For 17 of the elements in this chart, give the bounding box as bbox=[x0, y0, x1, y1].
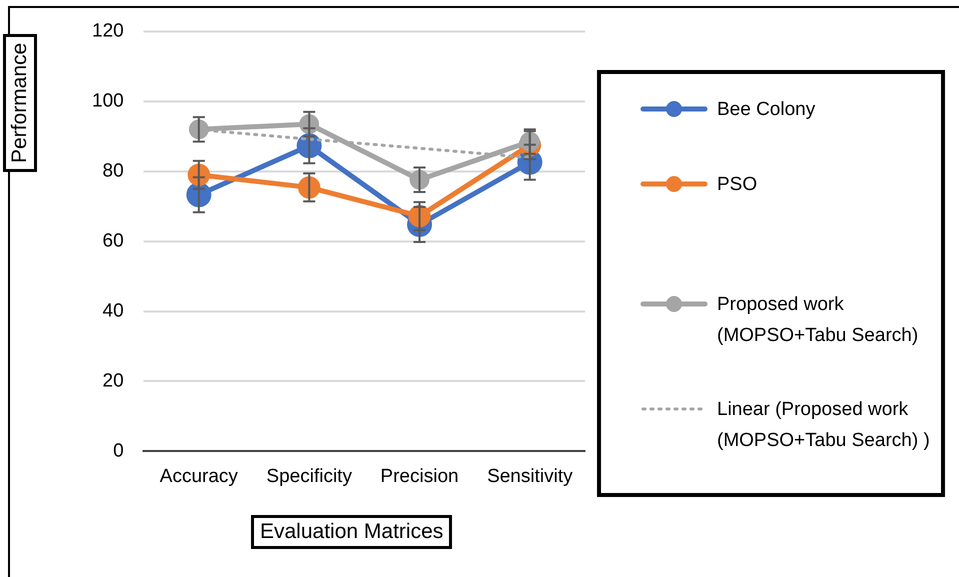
y-tick-label: 60 bbox=[102, 230, 124, 252]
x-tick-label: Sensitivity bbox=[487, 466, 574, 487]
y-tick-label: 0 bbox=[113, 440, 124, 462]
y-tick-label: 100 bbox=[92, 90, 124, 112]
y-axis-title: Performance bbox=[3, 34, 37, 172]
x-tick-label: Precision bbox=[380, 466, 459, 487]
legend-label: Proposed work (MOPSO+Tabu Search) bbox=[717, 293, 920, 348]
y-tick-label: 120 bbox=[92, 20, 124, 42]
legend-label: Linear (Proposed work (MOPSO+Tabu Search) ) bbox=[717, 398, 931, 453]
y-tick-label: 20 bbox=[102, 370, 124, 392]
y-tick-label: 40 bbox=[102, 300, 124, 322]
legend-label: Bee Colony bbox=[717, 98, 816, 122]
x-tick-label: Specificity bbox=[266, 466, 352, 487]
legend-label: PSO bbox=[717, 173, 758, 197]
x-axis-title: Evaluation Matrices bbox=[251, 515, 452, 549]
x-tick-label: Accuracy bbox=[160, 466, 238, 487]
y-tick-label: 80 bbox=[102, 160, 124, 182]
